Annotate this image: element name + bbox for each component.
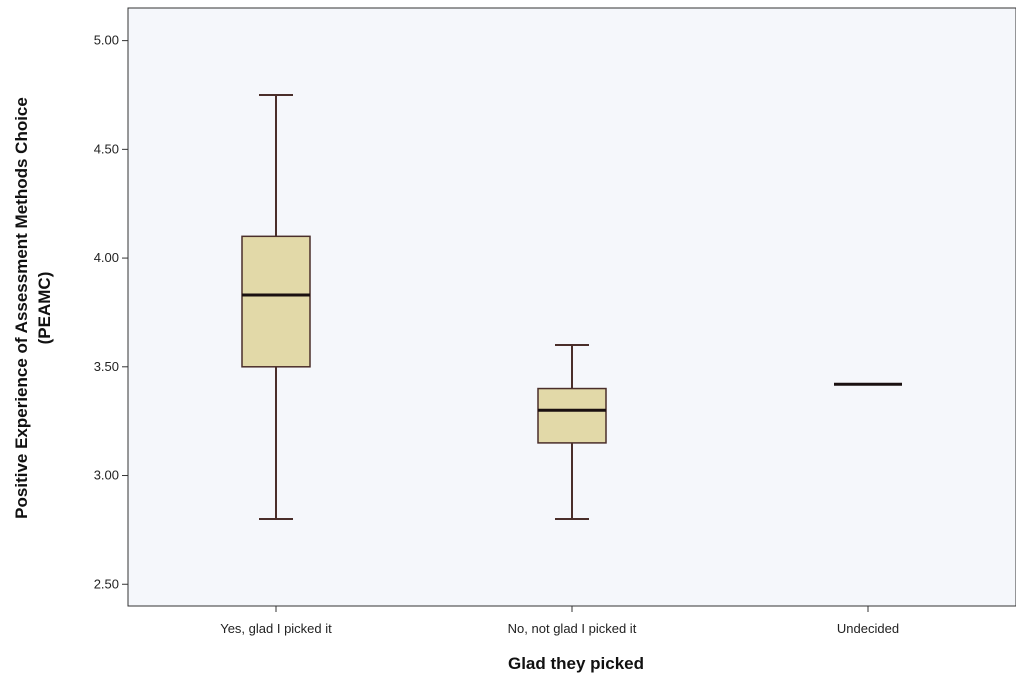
y-tick-label: 5.00 xyxy=(94,33,119,48)
box-iqr xyxy=(241,235,311,368)
box-iqr xyxy=(537,387,607,444)
y-tick-label: 4.50 xyxy=(94,141,119,156)
x-axis-title: Glad they picked xyxy=(508,654,644,673)
x-tick-label: Yes, glad I picked it xyxy=(220,621,332,636)
y-tick-label: 3.00 xyxy=(94,468,119,483)
x-tick-label: Undecided xyxy=(837,621,899,636)
box-1 xyxy=(241,93,311,521)
box-series xyxy=(241,93,902,521)
y-axis-title-line-1: Positive Experience of Assessment Method… xyxy=(12,97,31,519)
box-2 xyxy=(537,344,607,521)
y-tick-label: 4.00 xyxy=(94,250,119,265)
x-axis: Yes, glad I picked it No, not glad I pick… xyxy=(220,606,899,636)
y-tick-label: 3.50 xyxy=(94,359,119,374)
y-axis-title-line-2: (PEAMC) xyxy=(35,272,54,345)
y-tick-label: 2.50 xyxy=(94,576,119,591)
y-axis: 2.50 3.00 3.50 4.00 4.50 5.00 xyxy=(94,33,128,591)
x-tick-label: No, not glad I picked it xyxy=(508,621,637,636)
